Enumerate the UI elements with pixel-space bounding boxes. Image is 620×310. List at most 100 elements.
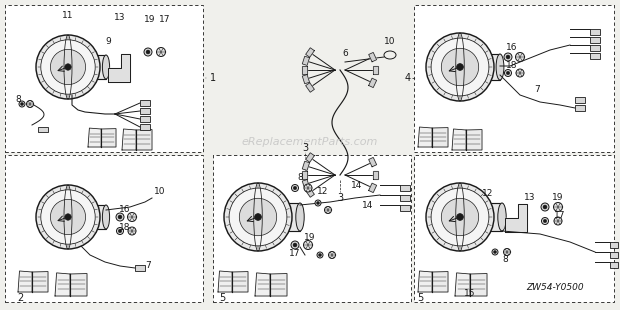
Bar xyxy=(575,105,585,111)
Text: 10: 10 xyxy=(154,188,166,197)
Polygon shape xyxy=(466,130,482,150)
Circle shape xyxy=(426,183,494,251)
Circle shape xyxy=(554,202,562,211)
Text: 14: 14 xyxy=(352,180,363,189)
Bar xyxy=(400,205,410,211)
Bar xyxy=(610,262,618,268)
Text: 16: 16 xyxy=(507,43,518,52)
Circle shape xyxy=(503,249,510,255)
Text: 19: 19 xyxy=(304,232,316,241)
Polygon shape xyxy=(369,183,376,193)
Ellipse shape xyxy=(296,203,304,231)
Polygon shape xyxy=(369,157,376,167)
Polygon shape xyxy=(432,272,448,292)
Text: 8: 8 xyxy=(502,255,508,264)
Text: 17: 17 xyxy=(554,210,565,219)
Circle shape xyxy=(315,200,321,206)
Bar xyxy=(414,155,614,302)
FancyBboxPatch shape xyxy=(68,205,106,229)
Bar xyxy=(590,45,600,51)
Bar xyxy=(590,53,600,59)
Text: 17: 17 xyxy=(159,16,170,24)
Circle shape xyxy=(515,52,525,61)
Circle shape xyxy=(492,249,498,255)
Bar xyxy=(140,116,150,122)
Text: 12: 12 xyxy=(317,188,329,197)
Circle shape xyxy=(116,213,124,221)
Circle shape xyxy=(304,184,312,192)
Circle shape xyxy=(293,243,297,247)
Circle shape xyxy=(293,186,297,190)
Bar xyxy=(135,265,145,271)
Polygon shape xyxy=(455,273,470,296)
Text: 12: 12 xyxy=(482,188,494,197)
Circle shape xyxy=(494,250,497,254)
Polygon shape xyxy=(452,129,466,150)
Text: 17: 17 xyxy=(290,249,301,258)
Circle shape xyxy=(128,227,136,235)
Polygon shape xyxy=(18,271,32,292)
Text: 11: 11 xyxy=(62,11,74,20)
Circle shape xyxy=(516,69,524,77)
Polygon shape xyxy=(270,273,287,296)
Polygon shape xyxy=(369,52,376,62)
Polygon shape xyxy=(470,273,487,296)
Polygon shape xyxy=(302,66,307,74)
Polygon shape xyxy=(306,153,314,162)
Polygon shape xyxy=(255,273,270,296)
Ellipse shape xyxy=(496,54,504,80)
Text: 19: 19 xyxy=(144,16,156,24)
Polygon shape xyxy=(303,179,309,189)
Circle shape xyxy=(20,103,24,105)
Polygon shape xyxy=(232,272,248,292)
Polygon shape xyxy=(303,56,309,65)
Circle shape xyxy=(456,64,463,70)
FancyBboxPatch shape xyxy=(460,54,500,80)
Text: 10: 10 xyxy=(384,38,396,46)
Bar xyxy=(140,100,150,106)
Polygon shape xyxy=(505,204,527,232)
Circle shape xyxy=(324,206,332,214)
Bar xyxy=(575,97,585,103)
Circle shape xyxy=(431,188,489,246)
Polygon shape xyxy=(418,271,432,292)
Polygon shape xyxy=(306,83,314,92)
Bar xyxy=(590,29,600,35)
Circle shape xyxy=(50,49,86,85)
Text: 2: 2 xyxy=(17,293,23,303)
Ellipse shape xyxy=(498,203,506,231)
Circle shape xyxy=(504,53,512,61)
Circle shape xyxy=(118,229,122,233)
Circle shape xyxy=(36,185,100,249)
Bar xyxy=(5,155,203,302)
Circle shape xyxy=(506,55,510,59)
Text: 8: 8 xyxy=(297,172,303,181)
Polygon shape xyxy=(101,129,116,147)
Circle shape xyxy=(50,199,86,235)
Text: 3: 3 xyxy=(337,193,343,203)
Circle shape xyxy=(65,64,71,70)
FancyBboxPatch shape xyxy=(68,55,106,79)
Text: 15: 15 xyxy=(464,290,476,299)
Circle shape xyxy=(291,184,298,192)
FancyBboxPatch shape xyxy=(460,203,502,231)
Text: 18: 18 xyxy=(507,60,518,69)
Circle shape xyxy=(507,71,510,75)
Circle shape xyxy=(541,218,549,224)
Text: 14: 14 xyxy=(362,201,374,210)
Bar xyxy=(213,155,411,302)
Circle shape xyxy=(27,100,33,108)
Text: 16: 16 xyxy=(119,206,131,215)
Polygon shape xyxy=(70,273,87,296)
Polygon shape xyxy=(122,129,136,150)
Circle shape xyxy=(118,215,122,219)
Text: 7: 7 xyxy=(145,262,151,271)
Circle shape xyxy=(156,47,166,56)
Circle shape xyxy=(224,183,292,251)
Polygon shape xyxy=(432,128,448,147)
Bar xyxy=(38,127,48,132)
Bar xyxy=(140,124,150,130)
Circle shape xyxy=(19,101,25,107)
Ellipse shape xyxy=(102,55,110,79)
Circle shape xyxy=(65,214,71,220)
